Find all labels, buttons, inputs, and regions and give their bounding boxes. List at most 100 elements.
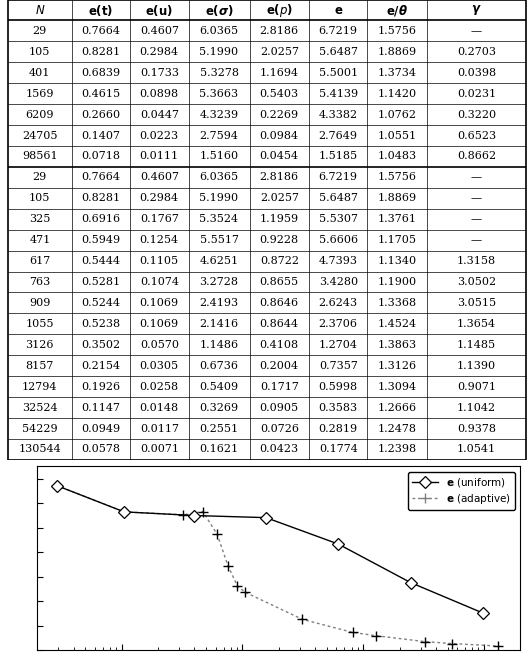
Text: 1.1042: 1.1042 [457,403,496,413]
Text: 2.7594: 2.7594 [200,131,238,141]
Text: 1055: 1055 [25,319,54,329]
Text: 1.1900: 1.1900 [378,277,417,287]
Text: 2.6243: 2.6243 [319,298,358,308]
Text: 1.2398: 1.2398 [378,444,417,455]
Text: 0.0258: 0.0258 [140,382,179,392]
Text: 0.7664: 0.7664 [81,26,121,36]
Text: 0.0117: 0.0117 [140,424,179,434]
Text: 0.4607: 0.4607 [140,26,179,36]
Text: 0.5998: 0.5998 [319,382,358,392]
Text: 0.2004: 0.2004 [260,361,299,371]
Text: 2.3706: 2.3706 [319,319,358,329]
Text: 1.5756: 1.5756 [378,172,417,183]
Text: 5.3663: 5.3663 [200,89,238,99]
Text: 0.0305: 0.0305 [140,361,179,371]
Text: 1.3761: 1.3761 [378,214,417,224]
Text: 401: 401 [29,68,50,78]
Text: 0.1621: 0.1621 [200,444,238,455]
Text: 6.7219: 6.7219 [319,26,358,36]
Text: 0.1254: 0.1254 [140,235,179,245]
Text: 2.8186: 2.8186 [260,26,299,36]
Text: 5.6606: 5.6606 [319,235,358,245]
Text: 6209: 6209 [25,110,54,120]
Text: 0.0148: 0.0148 [140,403,179,413]
Text: 0.0454: 0.0454 [260,152,299,162]
Text: 0.0447: 0.0447 [140,110,179,120]
Text: $\mathbf{e(u)}$: $\mathbf{e(u)}$ [145,3,173,18]
Text: 0.1774: 0.1774 [319,444,358,455]
Text: 0.5403: 0.5403 [260,89,299,99]
Text: 0.6523: 0.6523 [457,131,496,141]
Text: 1.5185: 1.5185 [319,152,358,162]
Text: 5.6487: 5.6487 [319,47,358,57]
Text: 2.7649: 2.7649 [319,131,358,141]
Text: 105: 105 [29,47,50,57]
Text: 0.1074: 0.1074 [140,277,179,287]
Text: $\mathbf{e(}\boldsymbol{\sigma}\mathbf{)}$: $\mathbf{e(}\boldsymbol{\sigma}\mathbf{)… [204,3,234,18]
Text: 130544: 130544 [19,444,61,455]
Text: 0.0111: 0.0111 [140,152,179,162]
Text: 1.2704: 1.2704 [319,340,358,350]
Text: 1.8869: 1.8869 [378,193,417,203]
Text: $N$: $N$ [35,4,45,16]
Text: 2.8186: 2.8186 [260,172,299,183]
Text: 2.0257: 2.0257 [260,47,299,57]
Text: 29: 29 [33,172,47,183]
Text: 1.0551: 1.0551 [378,131,417,141]
Text: 6.0365: 6.0365 [200,26,238,36]
Text: 0.9071: 0.9071 [457,382,496,392]
Text: 5.3524: 5.3524 [200,214,238,224]
Text: 0.2984: 0.2984 [140,47,179,57]
Text: 471: 471 [29,235,50,245]
Text: 1569: 1569 [25,89,54,99]
Text: 12794: 12794 [22,382,57,392]
Text: 98561: 98561 [22,152,58,162]
Text: 0.6736: 0.6736 [200,361,238,371]
Text: 1.8869: 1.8869 [378,47,417,57]
Text: 1.5160: 1.5160 [200,152,238,162]
Text: —: — [471,172,482,183]
Text: 909: 909 [29,298,50,308]
Text: 0.6916: 0.6916 [81,214,121,224]
Text: 2.1416: 2.1416 [200,319,238,329]
Text: 0.4108: 0.4108 [260,340,299,350]
Text: 0.1105: 0.1105 [140,256,179,266]
Text: 3.4280: 3.4280 [319,277,358,287]
Text: 0.3269: 0.3269 [200,403,238,413]
Text: 105: 105 [29,193,50,203]
Text: 0.2703: 0.2703 [457,47,496,57]
Text: 0.3502: 0.3502 [81,340,121,350]
Text: —: — [471,214,482,224]
Text: 5.1990: 5.1990 [200,47,238,57]
Text: 0.1926: 0.1926 [81,382,121,392]
Text: 0.5281: 0.5281 [81,277,121,287]
Text: 29: 29 [33,26,47,36]
Text: 0.0905: 0.0905 [260,403,299,413]
Text: 763: 763 [29,277,50,287]
Text: 1.1420: 1.1420 [378,89,417,99]
Text: $\mathbf{e}$: $\mathbf{e}$ [333,4,343,16]
Text: 0.4607: 0.4607 [140,172,179,183]
Text: 1.1390: 1.1390 [457,361,496,371]
Text: 0.8281: 0.8281 [81,47,121,57]
Text: 0.1767: 0.1767 [140,214,179,224]
Text: 5.5307: 5.5307 [319,214,358,224]
Legend: $\mathbf{e}$ (uniform), $\mathbf{e}$ (adaptive): $\mathbf{e}$ (uniform), $\mathbf{e}$ (ad… [408,472,515,510]
Text: 6.7219: 6.7219 [319,172,358,183]
Text: 1.3126: 1.3126 [378,361,417,371]
Text: 1.4524: 1.4524 [378,319,417,329]
Text: 1.3654: 1.3654 [457,319,496,329]
Text: 1.0762: 1.0762 [378,110,417,120]
Text: 1.3368: 1.3368 [378,298,417,308]
Text: 0.8644: 0.8644 [260,319,299,329]
Text: 0.2269: 0.2269 [260,110,299,120]
Text: 0.9378: 0.9378 [457,424,496,434]
Text: 0.2154: 0.2154 [81,361,121,371]
Text: 0.1407: 0.1407 [81,131,121,141]
Text: 1.2666: 1.2666 [378,403,417,413]
Text: 3126: 3126 [25,340,54,350]
Text: 5.5001: 5.5001 [319,68,358,78]
Text: 0.1717: 0.1717 [260,382,299,392]
Text: 0.5409: 0.5409 [200,382,238,392]
Text: 1.1959: 1.1959 [260,214,299,224]
